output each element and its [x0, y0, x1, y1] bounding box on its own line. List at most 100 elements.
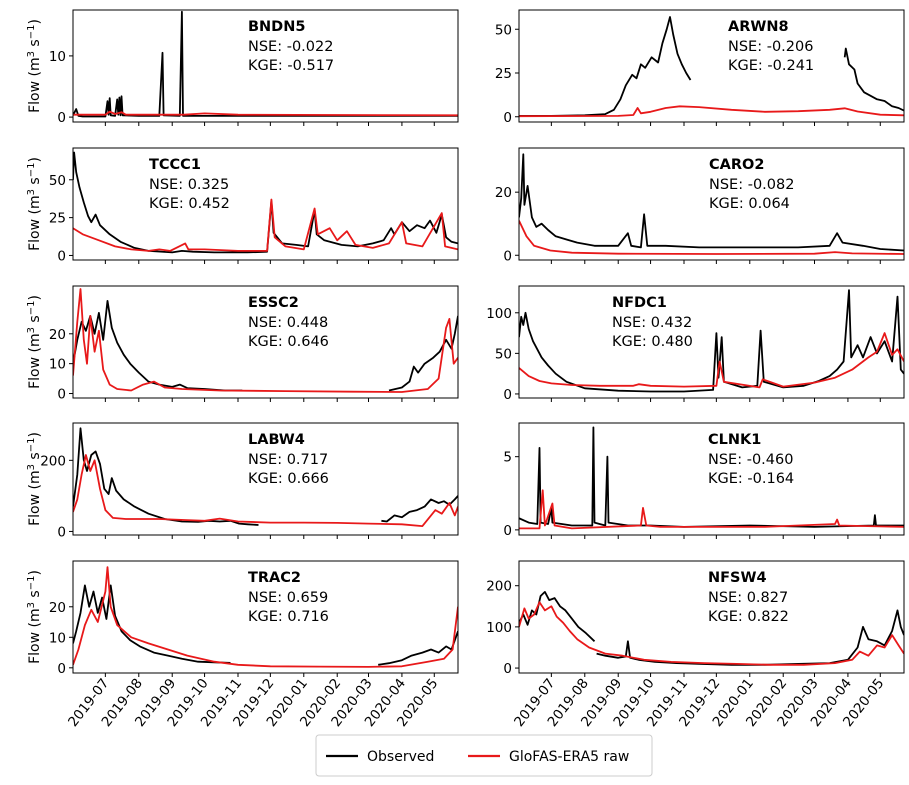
series-observed-trac2-seg0 — [73, 584, 231, 664]
panel-arwn8: 0 25 50 ARWN8 NSE: -0.206 KGE: -0.241 — [495, 9, 905, 126]
kge-arwn8: KGE: -0.241 — [728, 58, 814, 74]
panel-bndn5: 0 10 Flow (m3 s−1) BNDN5 NSE: -0.022 KGE: -0.… — [26, 9, 459, 126]
ytick-label-tccc1-0: 0 — [57, 248, 66, 264]
series-observed-nfdc1 — [519, 289, 904, 393]
nse-essc2: NSE: 0.448 — [248, 315, 328, 331]
series-observed-arwn8-seg1 — [843, 47, 904, 112]
ytick-label-caro2-20: 20 — [495, 185, 512, 201]
ytick-label-nfdc1-0: 0 — [503, 387, 512, 403]
panel-caro2: 0 20 CARO2 NSE: -0.082 KGE: 0.064 — [495, 147, 905, 264]
nse-bndn5: NSE: -0.022 — [248, 39, 333, 55]
ytick-label-essc2-20: 20 — [49, 327, 66, 343]
nse-nfsw4: NSE: 0.827 — [708, 590, 788, 606]
axes-frame-essc2 — [72, 285, 459, 399]
axes-frame-labw4 — [72, 422, 459, 536]
axes-frame-trac2 — [72, 560, 459, 674]
axes-frame-tccc1 — [72, 147, 459, 261]
ytick-label-trac2-20: 20 — [49, 600, 66, 616]
axes-frame-clnk1 — [518, 422, 905, 536]
series-glofas-caro2 — [519, 220, 904, 255]
panel-essc2: 0 10 20 Flow (m3 s−1) ESSC2 NSE: 0.448 KGE: 0.… — [26, 285, 459, 403]
ytick-label-labw4-0: 0 — [57, 524, 66, 540]
ytick-label-arwn8-25: 25 — [495, 66, 512, 82]
series-observed-essc2-seg0 — [73, 299, 243, 392]
ytick-label-bndn5-10: 10 — [49, 49, 66, 65]
ytick-label-clnk1-5: 5 — [503, 450, 512, 466]
ytick-label-trac2-0: 0 — [57, 661, 66, 677]
kge-tccc1: KGE: 0.452 — [149, 196, 230, 212]
kge-labw4: KGE: 0.666 — [248, 471, 329, 487]
nse-clnk1: NSE: -0.460 — [708, 452, 793, 468]
station-name-trac2: TRAC2 — [248, 570, 301, 586]
station-name-arwn8: ARWN8 — [728, 19, 789, 35]
axes-frame-bndn5 — [72, 9, 459, 123]
ytick-label-nfsw4-200: 200 — [486, 579, 512, 595]
ytick-label-clnk1-0: 0 — [503, 523, 512, 539]
series-observed-bndn5 — [73, 10, 458, 118]
nse-caro2: NSE: -0.082 — [709, 177, 794, 193]
series-observed-labw4-seg0 — [73, 427, 259, 526]
ytick-label-labw4-200: 200 — [40, 453, 66, 469]
series-observed-tccc1 — [73, 151, 458, 254]
ytick-label-nfdc1-100: 100 — [486, 306, 512, 322]
series-glofas-bndn5 — [73, 110, 458, 117]
ylabel-trac2: Flow (m3 s−1) — [26, 570, 44, 664]
series-glofas-labw4 — [73, 454, 458, 527]
series-glofas-clnk1 — [519, 489, 904, 530]
station-name-caro2: CARO2 — [709, 157, 764, 173]
ylabel-labw4: Flow (m3 s−1) — [26, 432, 44, 526]
ylabel-tccc1: Flow (m3 s−1) — [26, 157, 44, 251]
station-name-nfdc1: NFDC1 — [612, 295, 667, 311]
station-name-labw4: LABW4 — [248, 432, 305, 448]
kge-nfsw4: KGE: 0.822 — [708, 609, 789, 625]
ytick-label-nfdc1-50: 50 — [495, 346, 512, 362]
series-glofas-nfdc1 — [519, 332, 904, 389]
legend-label-glofas: GloFAS-ERA5 raw — [509, 749, 629, 765]
series-glofas-arwn8 — [519, 105, 904, 118]
panel-clnk1: 0 5 CLNK1 NSE: -0.460 KGE: -0.164 — [503, 422, 905, 539]
panel-trac2: 010202019-072019-082019-092019-102019-11… — [26, 560, 459, 730]
ytick-label-nfsw4-100: 100 — [486, 620, 512, 636]
series-observed-arwn8-seg0 — [519, 16, 692, 117]
ytick-label-nfsw4-0: 0 — [503, 661, 512, 677]
series-glofas-nfsw4 — [519, 601, 904, 666]
kge-caro2: KGE: 0.064 — [709, 196, 790, 212]
axes-frame-caro2 — [518, 147, 905, 261]
nse-trac2: NSE: 0.659 — [248, 590, 328, 606]
panel-grid: 0 10 Flow (m3 s−1) BNDN5 NSE: -0.022 KGE: -0.… — [26, 9, 905, 730]
nse-tccc1: NSE: 0.325 — [149, 177, 229, 193]
ytick-label-tccc1-50: 50 — [49, 173, 66, 189]
panel-nfdc1: 0 50 100 NFDC1 NSE: 0.432 KGE: 0.480 — [486, 285, 905, 403]
legend-label-observed: Observed — [367, 749, 434, 765]
series-observed-caro2 — [519, 153, 904, 252]
series-observed-trac2-seg1 — [378, 630, 458, 666]
axes-frame-arwn8 — [518, 9, 905, 123]
series-observed-labw4-seg1 — [381, 495, 458, 523]
kge-clnk1: KGE: -0.164 — [708, 471, 794, 487]
kge-trac2: KGE: 0.716 — [248, 609, 329, 625]
axes-frame-nfdc1 — [518, 285, 905, 399]
station-name-tccc1: TCCC1 — [149, 157, 201, 173]
ylabel-essc2: Flow (m3 s−1) — [26, 295, 44, 389]
panel-nfsw4: 01002002019-072019-082019-092019-102019-… — [486, 560, 905, 730]
ylabel-bndn5: Flow (m3 s−1) — [26, 19, 44, 113]
legend: Observed GloFAS-ERA5 raw — [315, 734, 653, 777]
ytick-label-arwn8-0: 0 — [503, 110, 512, 126]
nse-arwn8: NSE: -0.206 — [728, 39, 813, 55]
ytick-label-essc2-10: 10 — [49, 357, 66, 373]
ytick-label-tccc1-25: 25 — [49, 211, 66, 227]
nse-nfdc1: NSE: 0.432 — [612, 315, 692, 331]
kge-nfdc1: KGE: 0.480 — [612, 334, 693, 350]
axes-frame-nfsw4 — [518, 560, 905, 674]
kge-bndn5: KGE: -0.517 — [248, 58, 334, 74]
series-observed-nfsw4-seg0 — [519, 591, 596, 642]
kge-essc2: KGE: 0.646 — [248, 334, 329, 350]
nse-labw4: NSE: 0.717 — [248, 452, 328, 468]
ytick-label-bndn5-0: 0 — [57, 110, 66, 126]
station-name-clnk1: CLNK1 — [708, 432, 761, 448]
series-glofas-trac2 — [73, 566, 458, 668]
station-name-essc2: ESSC2 — [248, 295, 299, 311]
ytick-label-trac2-10: 10 — [49, 630, 66, 646]
ytick-label-arwn8-50: 50 — [495, 22, 512, 38]
